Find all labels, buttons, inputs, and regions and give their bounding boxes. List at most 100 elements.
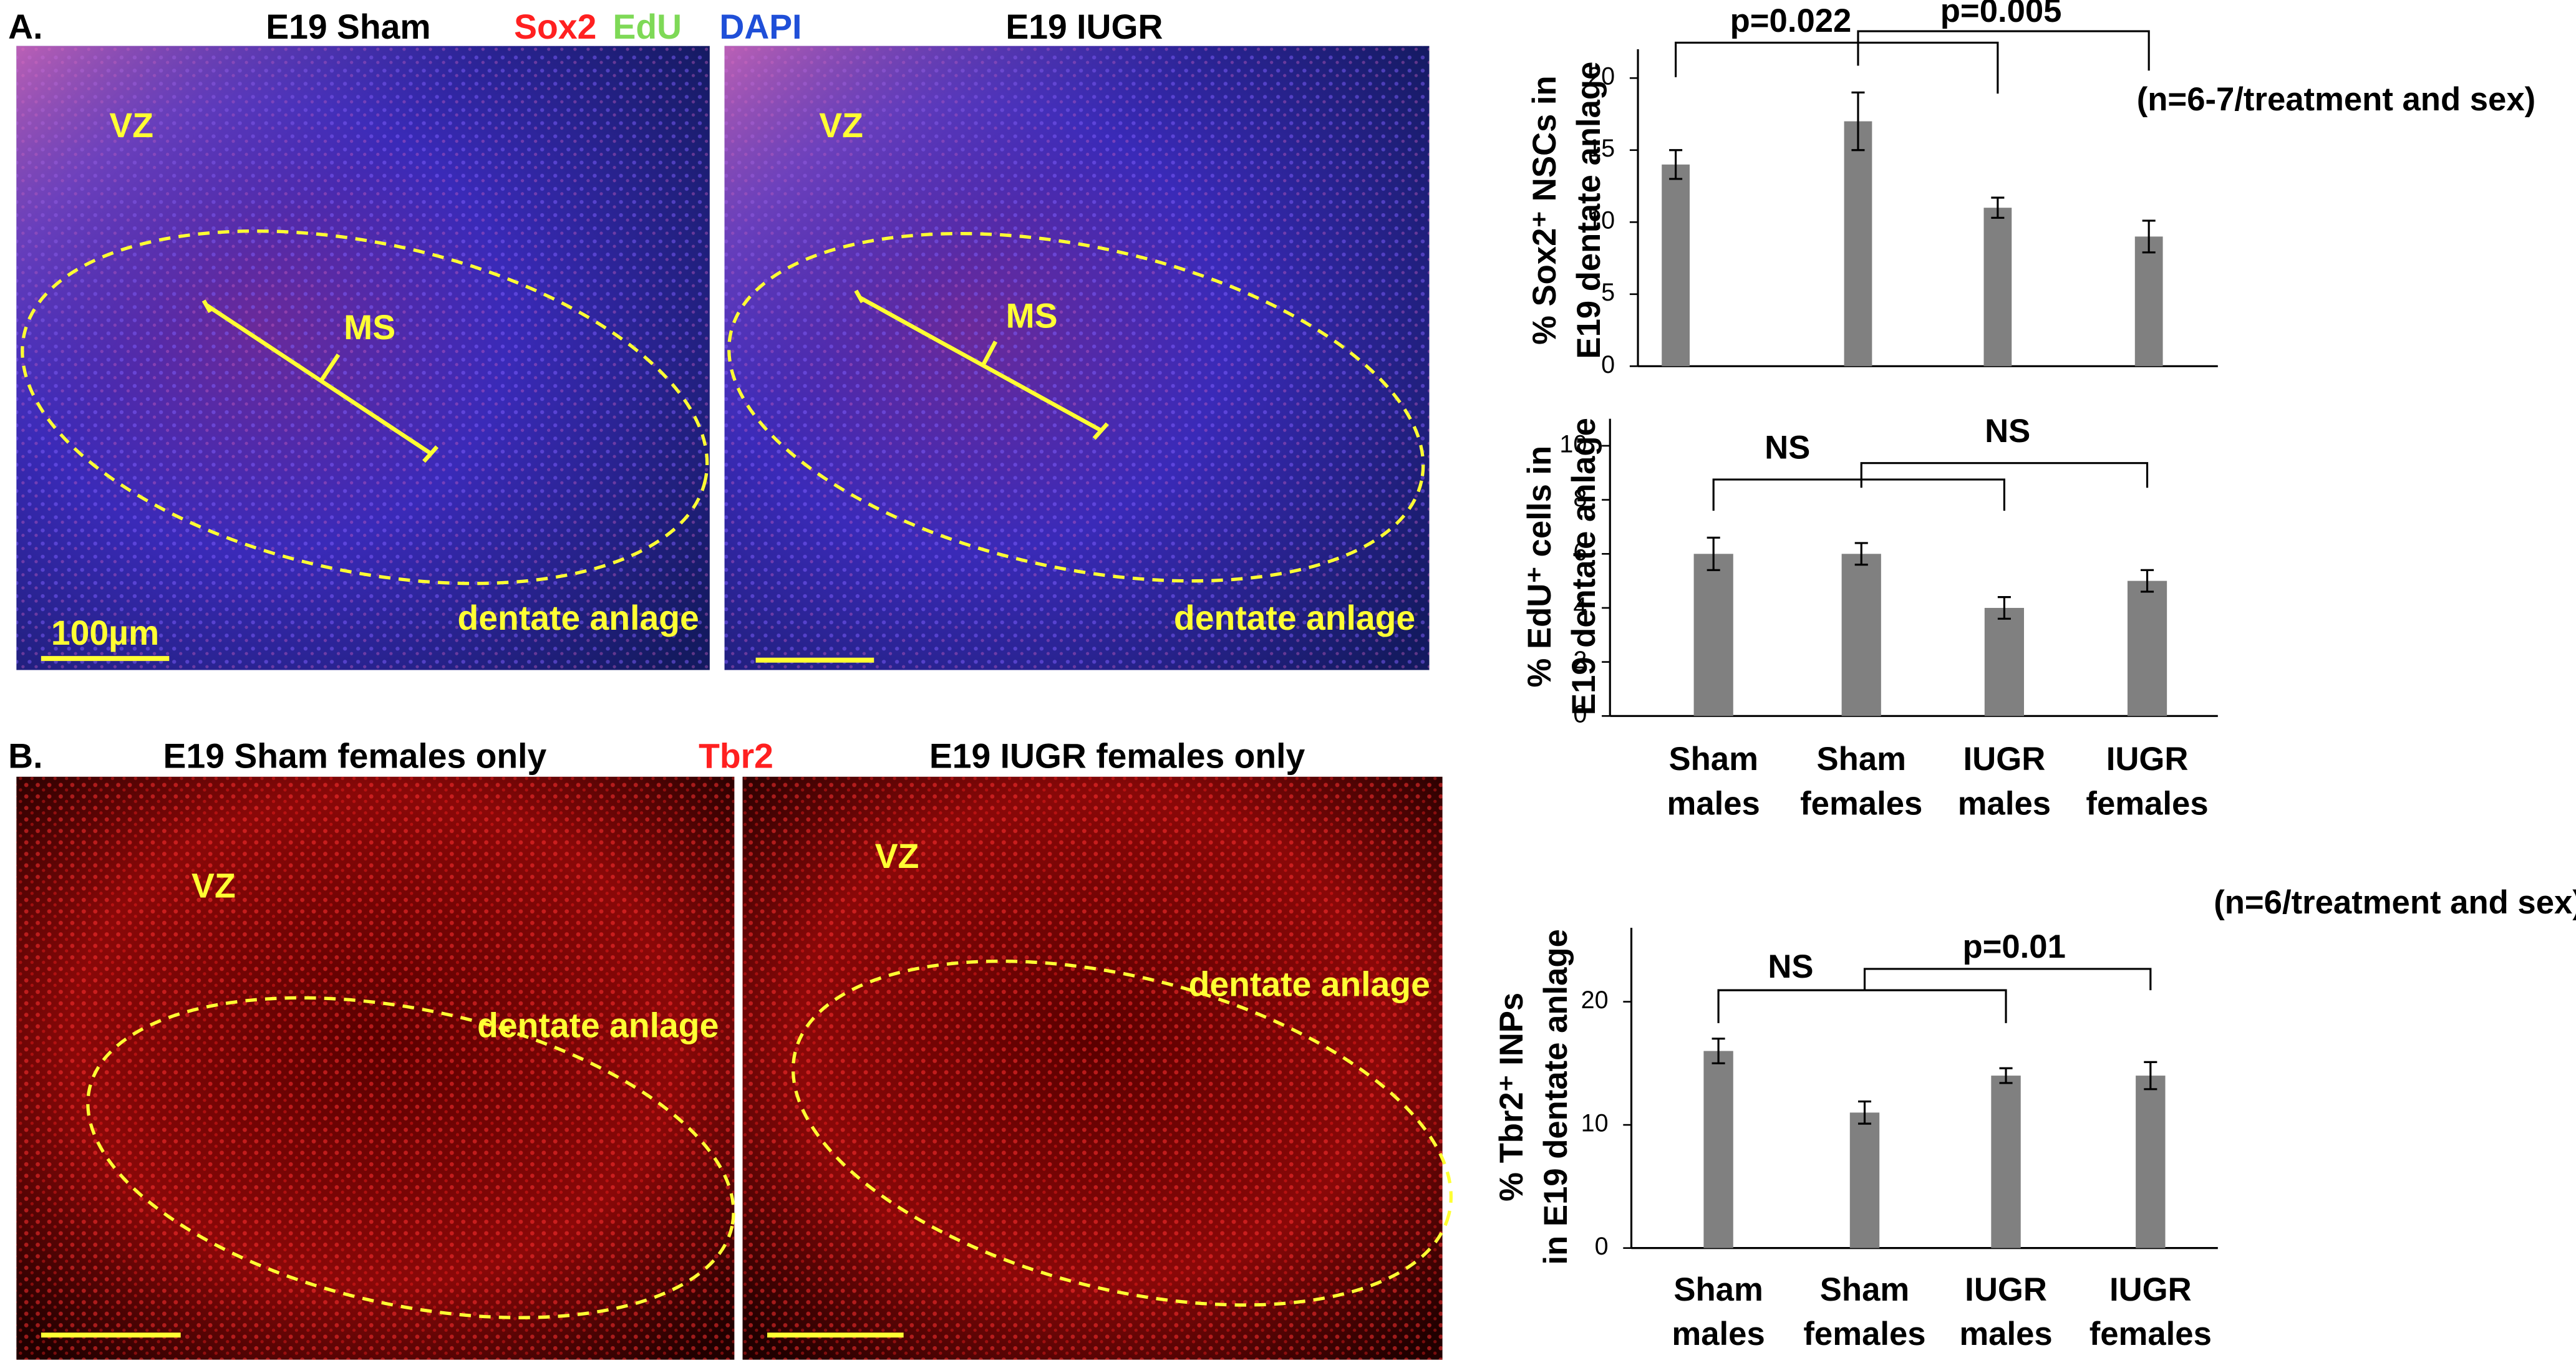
y-tick-label: 10	[1581, 1110, 1609, 1137]
image-title: E19 Sham females only	[163, 736, 547, 775]
bar	[1693, 554, 1733, 716]
note: (n=6-7/treatment and sex)	[2137, 81, 2535, 118]
y-tick-label: 0	[1595, 1233, 1609, 1260]
x-tick-label: IUGR males	[1957, 742, 2051, 823]
error-bar	[1999, 1067, 2013, 1084]
stain-label: Sox2	[514, 7, 596, 46]
bar	[1984, 607, 2024, 716]
x-tick-label: IUGR females	[2089, 1273, 2212, 1354]
region-outline	[21, 229, 709, 585]
image-title: E19 IUGR	[1005, 7, 1163, 46]
image-label: VZ	[875, 837, 919, 875]
y-axis-label: % Sox2⁺ NSCs in	[1526, 75, 1563, 345]
x-tick-label: Sham males	[1672, 1273, 1765, 1354]
ms-bracket	[201, 299, 439, 463]
y-axis-label: in E19 dentate anlage	[1537, 929, 1574, 1264]
x-tick-label-box: IUGR males	[1959, 1273, 2053, 1354]
bar	[1849, 1112, 1880, 1248]
error-bar	[2144, 1061, 2157, 1091]
error-bar	[1991, 196, 2005, 219]
y-tick-label: 0	[1573, 701, 1587, 728]
bar-chart: 0 2 4 6 8 10 NS NS % EdU⁺ cells in E19 dentate an…	[1521, 413, 2218, 823]
stain-label: Tbr2	[699, 736, 773, 775]
y-axis-label: % EdU⁺ cells in	[1521, 446, 1558, 688]
bar	[1662, 164, 1690, 367]
x-tick-label: Sham females	[1803, 1273, 1926, 1354]
panel-label: A.	[8, 7, 42, 46]
stain-label: DAPI	[719, 7, 801, 46]
y-tick-label: 5	[1601, 279, 1615, 306]
annotation: NS	[1985, 413, 2030, 450]
y-tick-label: 20	[1581, 986, 1609, 1014]
image-label: VZ	[191, 866, 236, 905]
annotation: p=0.01	[1962, 928, 2065, 965]
comparison-bracket	[1675, 41, 1999, 94]
x-tick-label-box: Sham males	[1667, 742, 1760, 823]
image-label: dentate anlage	[1189, 965, 1430, 1003]
x-tick-label: IUGR males	[1959, 1273, 2053, 1354]
image-title: E19 Sham	[266, 7, 430, 46]
y-axis-label: % Tbr2⁺ INPs	[1493, 993, 1530, 1202]
panel-a: A. E19 Sham Sox2 EdU DAPI E19 IUGR VZ MS…	[8, 7, 1430, 670]
y-tick-label: 8	[1573, 484, 1587, 512]
y-tick-label: 0	[1601, 351, 1615, 378]
bar	[1844, 121, 1872, 367]
comparison-bracket	[1857, 30, 2150, 71]
error-bar	[1857, 1100, 1872, 1125]
comparison-bracket	[1860, 462, 2149, 488]
error-bar	[1851, 91, 1865, 152]
scale-label: 100µm	[51, 614, 159, 652]
note: (n=6/treatment and sex)	[2214, 884, 2576, 921]
image-label: VZ	[109, 106, 153, 145]
error-bar	[2142, 219, 2156, 254]
annotation: p=0.022	[1730, 2, 1852, 39]
x-tick-label-box: Sham females	[1803, 1273, 1926, 1354]
bar-chart: 0 10 20 NS p=0.01 (n=6/treatment and sex) % Tb…	[1493, 884, 2576, 1354]
y-axis-label: E19 dentate anlage	[1571, 62, 1607, 359]
y-tick-label: 4	[1573, 592, 1587, 620]
region-outline	[86, 996, 735, 1319]
error-bar	[1669, 149, 1683, 180]
error-bar	[2141, 569, 2154, 593]
y-tick-label: 10	[1587, 207, 1615, 234]
micrograph-texture	[742, 776, 1443, 1360]
region-outline	[727, 231, 1425, 583]
x-tick-label: Sham males	[1667, 742, 1760, 823]
bar-chart: 0 5 10 15 20 p=0.022 p=0.005 (n=6-7/treatment a…	[1526, 0, 2535, 378]
y-axis-label: E19 dentate anlage	[1566, 418, 1602, 715]
x-tick-label: IUGR females	[2086, 742, 2209, 823]
error-bar	[1712, 1038, 1725, 1064]
panel-b: B. E19 Sham females only Tbr2 E19 IUGR f…	[8, 736, 1453, 1360]
y-tick-label: 15	[1587, 135, 1615, 162]
comparison-bracket	[1717, 989, 2007, 1023]
y-tick-label: 10	[1559, 430, 1587, 458]
bar	[1991, 1076, 2021, 1248]
image-label: MS	[344, 308, 395, 347]
image-label: dentate anlage	[458, 599, 699, 637]
bar	[2134, 236, 2163, 367]
y-tick-label: 2	[1573, 647, 1587, 674]
error-bar	[1707, 536, 1720, 571]
image-title: E19 IUGR females only	[929, 736, 1305, 775]
x-tick-label-box: IUGR females	[2089, 1273, 2212, 1354]
ms-bracket	[854, 289, 1109, 440]
comparison-bracket	[1863, 968, 2152, 991]
annotation: p=0.005	[1940, 0, 2062, 29]
stain-label: EdU	[613, 7, 682, 46]
x-tick-label: Sham females	[1800, 742, 1923, 823]
x-tick-label-box: IUGR males	[1957, 742, 2051, 823]
x-tick-label-box: Sham females	[1800, 742, 1923, 823]
bar	[2136, 1076, 2166, 1248]
image-label: VZ	[819, 106, 863, 145]
annotation: NS	[1768, 948, 1813, 985]
panel-label: B.	[8, 736, 42, 775]
image-label: dentate anlage	[477, 1006, 719, 1044]
x-tick-label-box: IUGR females	[2086, 742, 2209, 823]
micrograph-overlay	[16, 46, 710, 670]
region-outline	[791, 959, 1453, 1307]
bar	[1841, 554, 1881, 716]
comparison-bracket	[1712, 478, 2005, 511]
image-label: dentate anlage	[1174, 599, 1415, 637]
y-tick-label: 20	[1587, 63, 1615, 90]
